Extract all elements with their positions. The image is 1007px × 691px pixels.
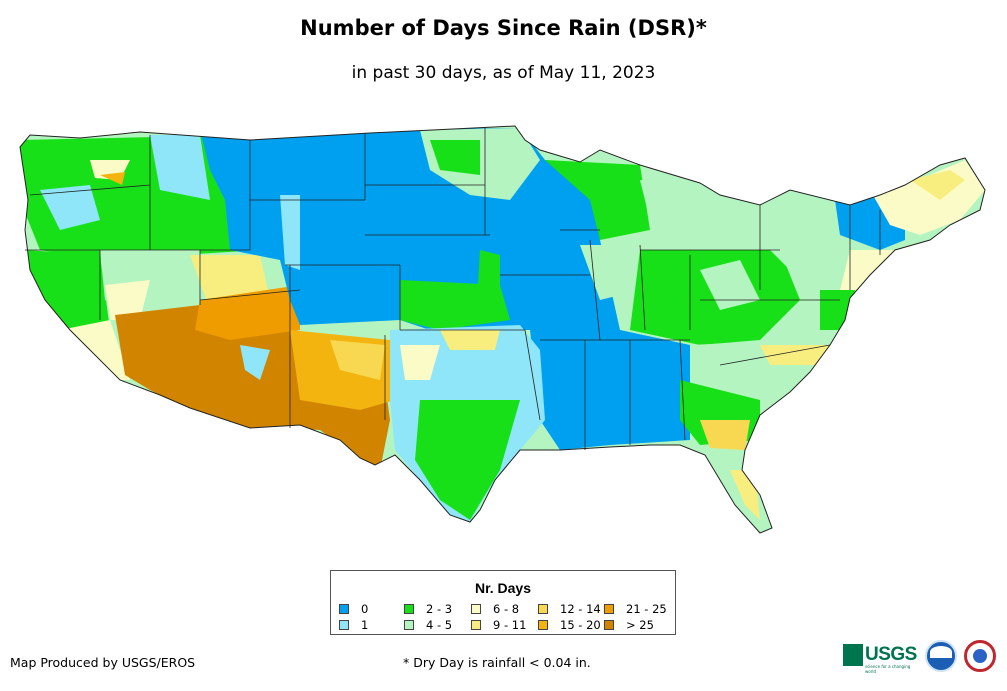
legend-item-6: 12 - 14: [538, 603, 601, 615]
noaa-bird-icon: [930, 646, 952, 658]
usgs-logo-text: USGS: [865, 644, 917, 665]
legend-label: 6 - 8: [493, 602, 520, 616]
legend-label: 12 - 14: [560, 602, 601, 616]
legend-item-8: 21 - 25: [604, 603, 667, 615]
legend-swatch: [538, 604, 548, 614]
legend-swatch: [339, 604, 349, 614]
legend-item-3: 4 - 5: [404, 619, 452, 631]
nws-logo: [964, 640, 996, 672]
legend-label: 2 - 3: [426, 602, 453, 616]
legend-label: 1: [361, 618, 369, 632]
legend-label: 0: [361, 602, 369, 616]
legend: Nr. Days 0 1 2 - 3 4 - 5 6 - 8 9 - 11 12…: [330, 570, 676, 635]
map-title: Number of Days Since Rain (DSR)*: [300, 16, 707, 40]
dry-day-note: * Dry Day is rainfall < 0.04 in.: [403, 655, 591, 670]
legend-swatch: [471, 604, 481, 614]
legend-item-4: 6 - 8: [471, 603, 519, 615]
legend-item-1: 1: [339, 619, 368, 631]
usgs-tagline: science for a changing world: [865, 664, 911, 674]
legend-swatch: [604, 620, 614, 630]
legend-swatch: [404, 620, 414, 630]
producer-credit: Map Produced by USGS/EROS: [10, 655, 196, 670]
legend-item-9: > 25: [604, 619, 654, 631]
legend-swatch: [604, 604, 614, 614]
legend-label: 21 - 25: [626, 602, 667, 616]
legend-label: 15 - 20: [560, 618, 601, 632]
legend-item-7: 15 - 20: [538, 619, 601, 631]
usgs-logo: USGS science for a changing world: [843, 640, 919, 674]
legend-swatch: [538, 620, 548, 630]
legend-item-5: 9 - 11: [471, 619, 526, 631]
noaa-logo: [925, 640, 957, 672]
map-subtitle: in past 30 days, as of May 11, 2023: [351, 63, 656, 83]
legend-item-2: 2 - 3: [404, 603, 452, 615]
legend-item-0: 0: [339, 603, 368, 615]
legend-swatch: [404, 604, 414, 614]
usgs-wave-icon: [843, 644, 863, 666]
legend-label: > 25: [626, 618, 654, 632]
legend-label: 9 - 11: [493, 618, 527, 632]
nws-emblem-icon: [973, 649, 987, 663]
legend-title: Nr. Days: [474, 580, 532, 596]
legend-label: 4 - 5: [426, 618, 453, 632]
legend-swatch: [339, 620, 349, 630]
legend-swatch: [471, 620, 481, 630]
